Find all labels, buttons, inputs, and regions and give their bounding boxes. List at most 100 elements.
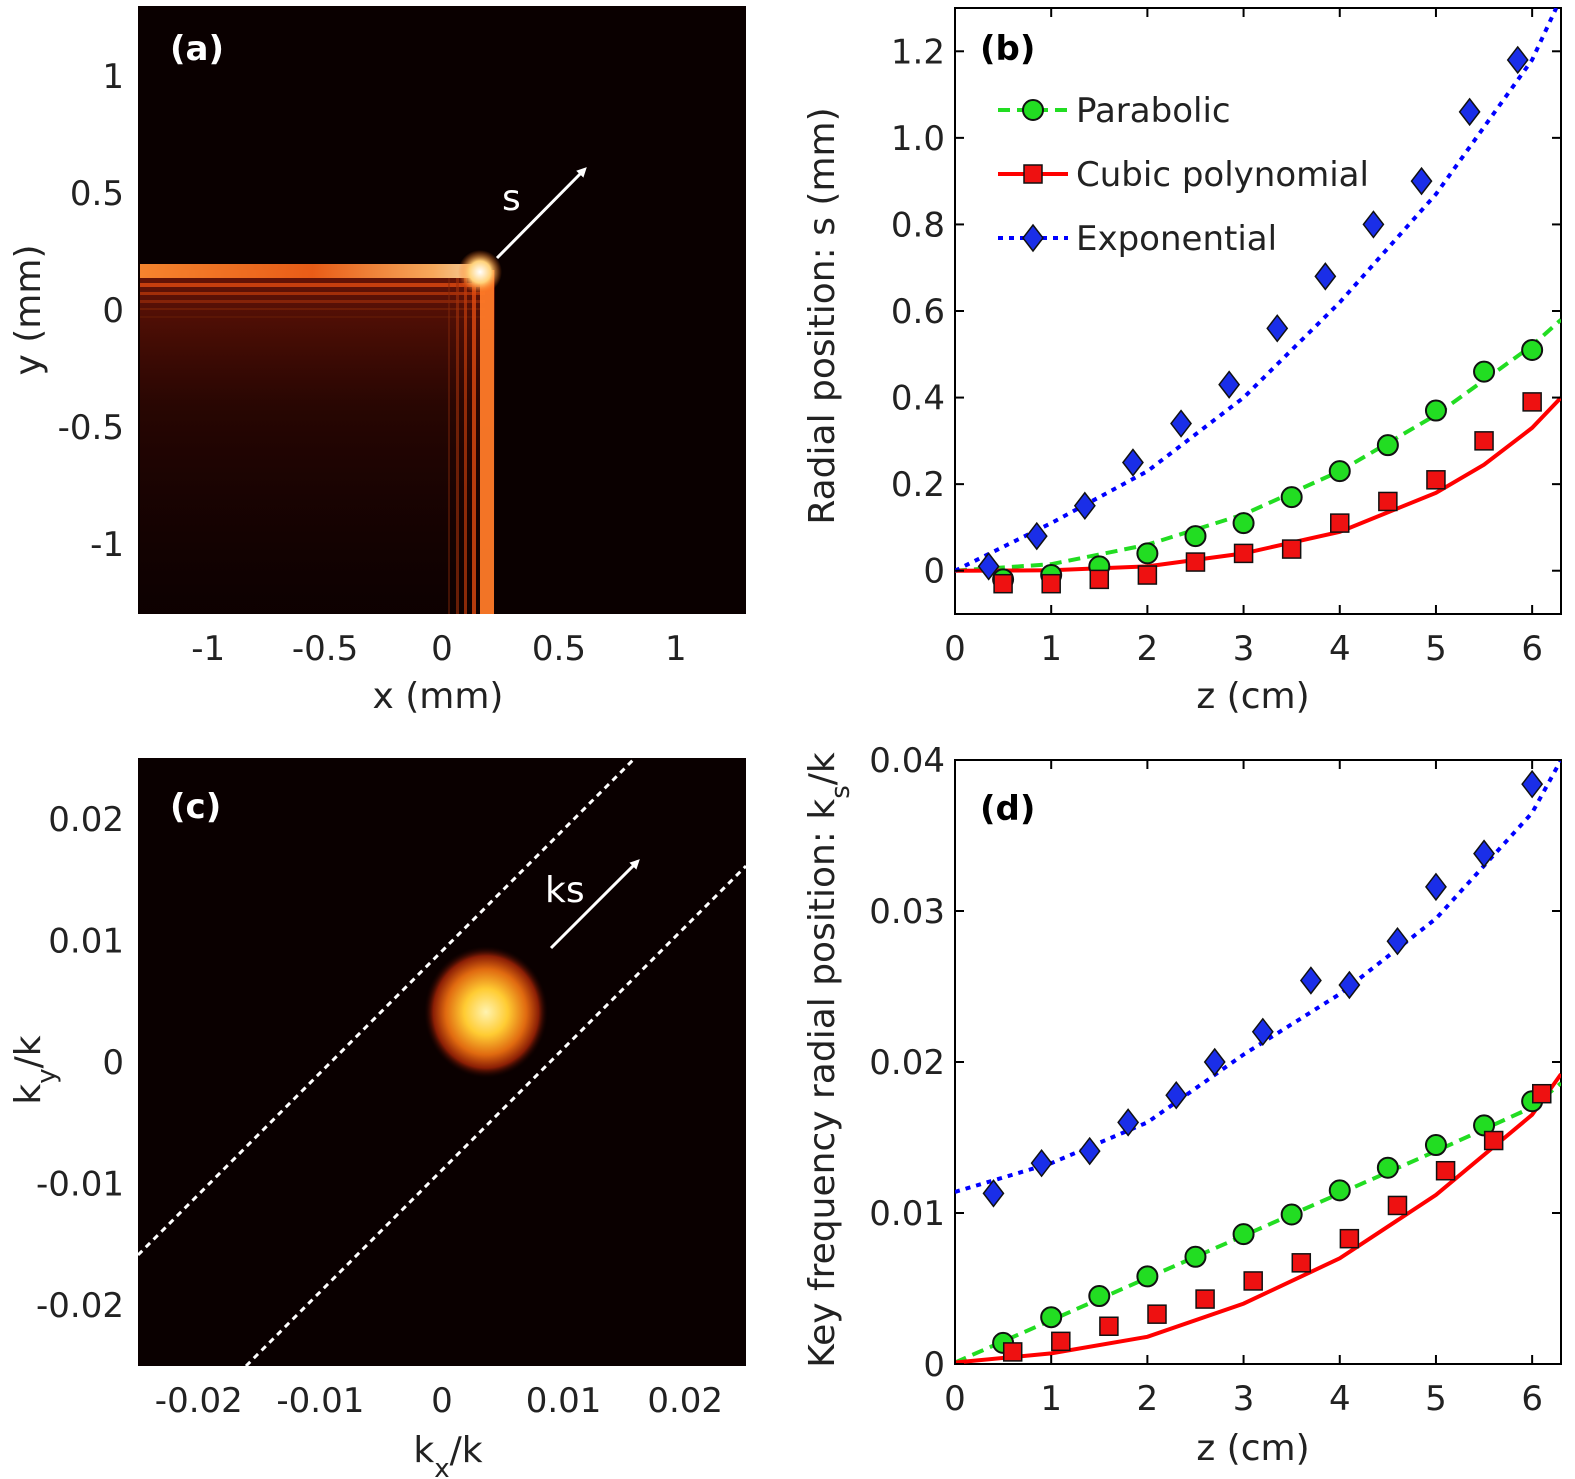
panel-d-point-parabolic (1328, 1179, 1351, 1202)
panel-d-plot-area (955, 760, 1561, 1364)
panel-c-xlabel: kx/k (413, 1430, 482, 1479)
panel-b-point-parabolic (1376, 434, 1399, 457)
panel-a-ylabel: y (mm) (8, 245, 49, 376)
panel-d-xtick-label: 0 (944, 1379, 966, 1419)
panel-c-xtick-label: 0 (431, 1381, 453, 1421)
panel-b-point-cubic (1089, 569, 1110, 590)
panel-a-corner-spot (458, 250, 502, 294)
panel-d-point-exponential (1117, 1108, 1140, 1137)
panel-b-ytick-label: 0.8 (891, 205, 945, 245)
panel-b-ytick-label: 1.0 (891, 119, 945, 159)
panel-b-point-exponential (1362, 210, 1385, 239)
panel-d-frame (954, 759, 1562, 1365)
panel-c-ytick-label: 0 (102, 1043, 124, 1083)
panel-b-point-cubic (1330, 513, 1350, 533)
legend-label-cubic: Cubic polynomial (1076, 155, 1369, 195)
panel-d-point-exponential (1078, 1136, 1101, 1166)
panel-d-point-cubic (1339, 1228, 1360, 1249)
panel-a-ytick-label: -0.5 (58, 408, 124, 448)
panel-b-xtick-label: 6 (1521, 629, 1543, 669)
legend-label-exponential: Exponential (1076, 219, 1277, 259)
panel-b-ytick-label: 0.2 (891, 465, 945, 505)
panel-c-ticks: -0.02 -0.01 0 0.01 0.02 0.02 0.01 0 -0.01 -0.02 (36, 800, 723, 1421)
panel-d-point-cubic (1099, 1316, 1119, 1336)
panel-c-ytick-label: -0.01 (36, 1165, 124, 1205)
panel-a: s (a) -1 -0.5 0 0.5 1 1 0.5 0 -0.5 -1 x (mm) y (m… (8, 6, 746, 717)
panel-c-xtick-label: 0.01 (526, 1381, 602, 1421)
panel-c-spectrum-spot (424, 946, 548, 1078)
panel-b-plot-area (955, 8, 1561, 594)
panel-d-point-parabolic (1184, 1245, 1207, 1268)
panel-b-xtick-label: 2 (1137, 629, 1159, 669)
panel-b-ytick-label: 1.2 (891, 32, 945, 72)
panel-b-xtick-label: 4 (1329, 629, 1351, 669)
legend-marker-cubic (1023, 164, 1043, 184)
panel-c-xtick-label: -0.01 (276, 1381, 364, 1421)
panel-b-point-cubic (1185, 552, 1206, 572)
panel-b-point-cubic (1378, 491, 1398, 512)
panel-b-point-exponential (1266, 314, 1289, 343)
panel-b-point-cubic (1137, 565, 1158, 585)
panel-d-point-cubic (1147, 1304, 1167, 1324)
panel-d-point-parabolic (1424, 1134, 1447, 1157)
panel-a-ytick-label: 1 (102, 57, 124, 97)
panel-b-point-parabolic (1424, 399, 1447, 422)
panel-a-ticks: -1 -0.5 0 0.5 1 1 0.5 0 -0.5 -1 (58, 57, 687, 669)
panel-a-ytick-label: 0.5 (70, 174, 124, 214)
panel-d-point-parabolic (1376, 1156, 1399, 1179)
panel-b: 0 1 2 3 4 5 6 0 0.2 0.4 0.6 0.8 1.0 1.2 (b) Parabolic… (802, 7, 1562, 717)
panel-d-xtick-label: 4 (1329, 1379, 1351, 1419)
panel-b-label: (b) (980, 29, 1035, 69)
panel-d-point-exponential (1521, 769, 1544, 799)
panel-b-point-exponential (1506, 45, 1529, 75)
panel-a-xtick-label: -1 (191, 629, 225, 669)
panel-d-point-cubic (1291, 1253, 1312, 1273)
panel-d-point-cubic (1483, 1130, 1504, 1151)
panel-d-point-cubic (1435, 1160, 1456, 1181)
panel-b-point-cubic (1233, 543, 1254, 564)
panel-b-point-exponential (1218, 370, 1241, 399)
panel-b-point-cubic (1426, 470, 1446, 490)
panel-b-point-parabolic (1280, 486, 1303, 509)
panel-c-annotation: ks (545, 870, 585, 911)
panel-d-point-cubic (1532, 1083, 1552, 1104)
panel-b-point-parabolic (1328, 460, 1351, 483)
panel-d-point-parabolic (1280, 1203, 1303, 1226)
panel-b-ytick-label: 0 (923, 552, 945, 592)
panel-d-point-cubic (1195, 1289, 1215, 1309)
panel-b-point-parabolic (1136, 542, 1159, 565)
panel-a-label: (a) (170, 29, 224, 69)
panel-d-xtick-label: 5 (1425, 1379, 1447, 1419)
legend-label-parabolic: Parabolic (1076, 91, 1231, 131)
panel-b-ticks: 0 1 2 3 4 5 6 0 0.2 0.4 0.6 0.8 1.0 1.2 (891, 8, 1561, 669)
panel-a-glow (140, 270, 495, 614)
panel-b-point-parabolic (1184, 525, 1207, 548)
panel-c-dashed-boundary-upper (136, 756, 637, 1257)
panel-d: 0 1 2 3 4 5 6 0 0.01 0.02 0.03 0.04 (d) z (cm) Key … (802, 741, 1562, 1469)
panel-c-dashed-boundary-lower (244, 864, 748, 1368)
panel-c-label: (c) (170, 787, 221, 827)
panel-d-ytick-label: 0.03 (869, 892, 945, 932)
panel-b-ylabel: Radial position: s (mm) (802, 107, 843, 524)
panel-b-point-cubic (993, 573, 1013, 594)
panel-d-point-cubic (1243, 1271, 1263, 1291)
panel-d-point-cubic (1051, 1331, 1071, 1352)
panel-d-point-exponential (1030, 1148, 1053, 1178)
panel-b-point-exponential (1314, 262, 1337, 291)
panel-c: ks (c) -0.02 -0.01 0 0.01 0.02 0.02 0.01 0 -0.01… (8, 756, 748, 1479)
panel-c-arrow (549, 859, 640, 950)
panel-d-xtick-label: 2 (1137, 1379, 1159, 1419)
panel-d-point-exponential (1473, 839, 1495, 868)
panel-c-xtick-label: 0.02 (647, 1381, 723, 1421)
panel-d-ytick-label: 0.04 (869, 741, 945, 781)
panel-d-ytick-label: 0 (923, 1345, 945, 1385)
panel-b-point-parabolic (1521, 338, 1544, 361)
panel-d-point-exponential (1251, 1017, 1274, 1047)
panel-d-point-parabolic (1136, 1265, 1159, 1288)
panel-c-xtick-label: -0.02 (155, 1381, 243, 1421)
panel-b-xtick-label: 0 (944, 629, 966, 669)
panel-b-point-cubic (1281, 539, 1302, 559)
panel-c-ytick-label: 0.02 (48, 800, 124, 840)
panel-c-ylabel: ky/k (8, 1035, 62, 1104)
panel-d-ytick-label: 0.02 (869, 1043, 945, 1083)
